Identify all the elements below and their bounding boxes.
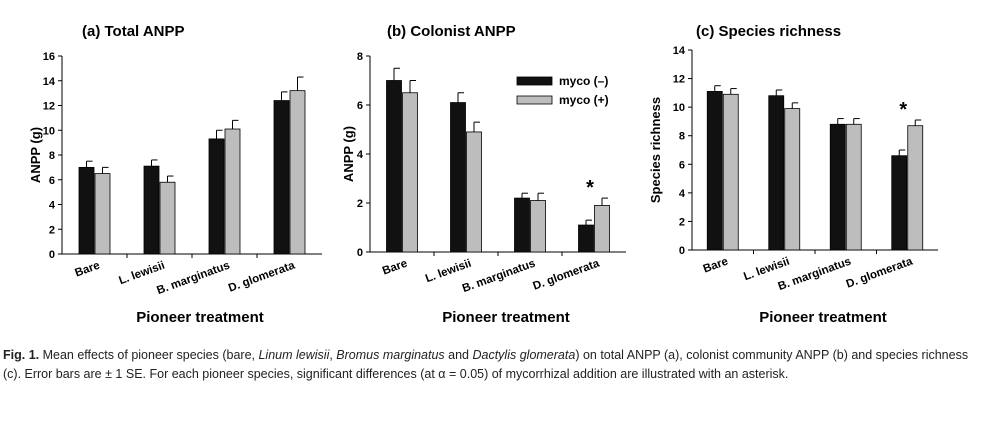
bar-myco-plus bbox=[594, 205, 610, 253]
bar-myco-plus bbox=[845, 123, 862, 251]
bar-myco-plus bbox=[159, 181, 176, 255]
y-axis-label: ANPP (g) bbox=[28, 127, 43, 183]
y-tick-label: 8 bbox=[357, 51, 363, 63]
x-axis-label: Pioneer treatment bbox=[136, 309, 264, 326]
bar-myco-plus bbox=[530, 200, 546, 253]
legend-swatch bbox=[516, 76, 553, 86]
figure-caption: Fig. 1. Mean effects of pioneer species … bbox=[3, 346, 988, 384]
caption-species-name: Linum lewisii bbox=[258, 348, 330, 362]
bar-myco-minus bbox=[891, 155, 908, 251]
x-axis-label: Pioneer treatment bbox=[759, 309, 887, 326]
x-tick-label: D. glomerata bbox=[227, 259, 297, 294]
caption-species-name: Dactylis glomerata bbox=[472, 348, 576, 362]
x-tick-label: D. glomerata bbox=[845, 255, 915, 290]
bar-myco-plus bbox=[224, 128, 241, 255]
chart-title: (c) Species richness bbox=[696, 23, 841, 40]
caption-fragment: Mean effects of pioneer species (bare, bbox=[42, 348, 259, 362]
x-tick-label: Bare bbox=[73, 260, 101, 280]
legend: myco (–) myco (+) bbox=[516, 74, 609, 107]
x-axis-label: Pioneer treatment bbox=[442, 309, 570, 326]
bar-myco-minus bbox=[514, 197, 530, 253]
y-tick-label: 8 bbox=[679, 131, 685, 143]
legend-label: myco (–) bbox=[559, 74, 608, 88]
bar-myco-plus bbox=[722, 93, 739, 251]
x-tick-label: Bare bbox=[702, 256, 730, 276]
y-tick-label: 6 bbox=[357, 100, 363, 112]
chart-title: (b) Colonist ANPP bbox=[387, 23, 516, 40]
bar-myco-minus bbox=[829, 123, 846, 251]
bar-myco-minus bbox=[78, 166, 95, 255]
y-tick-label: 6 bbox=[49, 175, 55, 187]
y-tick-label: 4 bbox=[49, 200, 56, 212]
y-tick-label: 0 bbox=[49, 249, 55, 261]
caption-fragment: ) on total ANPP (a), colonist community … bbox=[3, 348, 969, 381]
bar-myco-minus bbox=[386, 80, 402, 253]
caption-label: Fig. 1. bbox=[3, 348, 40, 362]
bar-myco-plus bbox=[907, 125, 924, 251]
y-tick-label: 8 bbox=[49, 150, 55, 162]
y-tick-label: 14 bbox=[673, 45, 686, 57]
bar-myco-minus bbox=[273, 100, 290, 255]
y-tick-label: 4 bbox=[679, 188, 686, 200]
y-tick-label: 0 bbox=[357, 247, 363, 259]
y-tick-label: 2 bbox=[49, 224, 55, 236]
y-tick-label: 16 bbox=[43, 51, 55, 63]
x-tick-label: L. lewisii bbox=[117, 260, 166, 288]
caption-text: Mean effects of pioneer species (bare, L… bbox=[3, 348, 968, 381]
chart-panel-0: (a) Total ANPP 0 2 4 6 8 10 12 14 16 ANPP (g) Bare L… bbox=[28, 23, 322, 326]
significance-asterisk: * bbox=[586, 177, 594, 199]
caption-fragment: , bbox=[329, 348, 337, 362]
y-tick-label: 10 bbox=[43, 125, 55, 137]
bar-myco-plus bbox=[784, 108, 801, 251]
caption-fragment: and bbox=[444, 348, 473, 362]
chart-panel-2: (c) Species richness 0 2 4 6 8 10 12 14 Species r… bbox=[648, 23, 938, 326]
y-tick-label: 0 bbox=[679, 245, 685, 257]
legend-swatch bbox=[516, 95, 553, 105]
bar-myco-plus bbox=[289, 90, 306, 255]
y-axis-label: Species richness bbox=[648, 97, 663, 203]
x-tick-label: D. glomerata bbox=[531, 257, 601, 292]
y-tick-label: 2 bbox=[357, 198, 363, 210]
y-tick-label: 12 bbox=[673, 74, 685, 86]
y-tick-label: 2 bbox=[679, 216, 685, 228]
bar-myco-plus bbox=[466, 131, 482, 253]
y-tick-label: 4 bbox=[357, 149, 364, 161]
bar-myco-minus bbox=[768, 95, 785, 251]
bar-myco-minus bbox=[208, 138, 225, 255]
bar-myco-plus bbox=[402, 92, 418, 253]
bar-myco-minus bbox=[143, 165, 160, 255]
significance-asterisk: * bbox=[899, 99, 907, 121]
legend-label: myco (+) bbox=[559, 93, 609, 107]
bar-myco-plus bbox=[94, 173, 111, 255]
chart-title: (a) Total ANPP bbox=[82, 23, 185, 40]
bar-myco-minus bbox=[578, 224, 594, 253]
y-axis-label: ANPP (g) bbox=[341, 126, 356, 182]
y-tick-label: 14 bbox=[43, 76, 56, 88]
bar-myco-minus bbox=[706, 91, 723, 251]
x-tick-label: B. marginatus bbox=[461, 258, 537, 296]
bar-myco-minus bbox=[450, 102, 466, 253]
y-tick-label: 6 bbox=[679, 159, 685, 171]
y-tick-label: 12 bbox=[43, 101, 55, 113]
x-tick-label: B. marginatus bbox=[155, 260, 231, 298]
x-tick-label: Bare bbox=[381, 258, 409, 278]
caption-species-name: Bromus marginatus bbox=[336, 348, 445, 362]
y-tick-label: 10 bbox=[673, 102, 685, 114]
